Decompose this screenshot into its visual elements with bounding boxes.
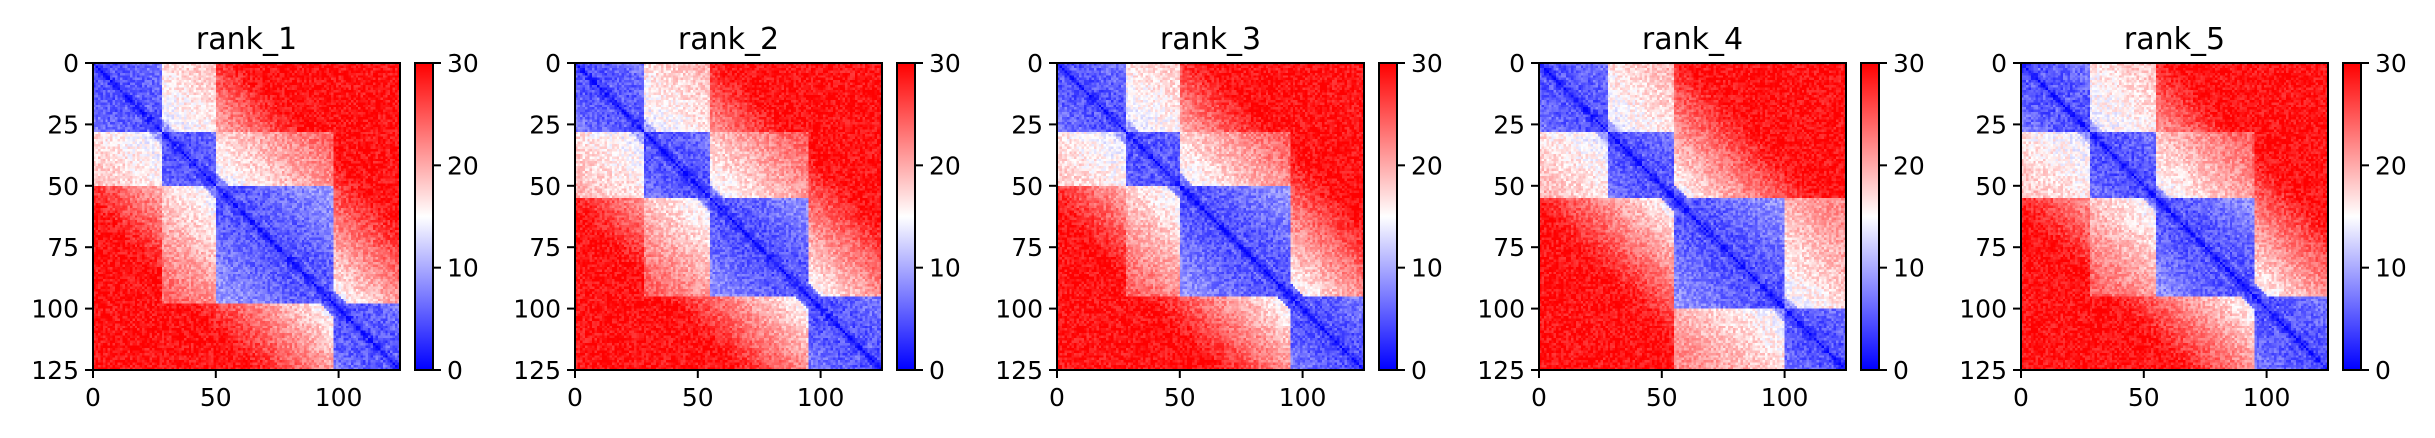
y-tick-label: 25 <box>1975 110 2007 139</box>
x-tick-label: 0 <box>567 383 583 412</box>
colorbar-tick-label: 10 <box>1411 254 1443 283</box>
y-tick-label: 25 <box>529 110 561 139</box>
y-tick-label: 25 <box>47 110 79 139</box>
heatmap-image <box>575 63 882 370</box>
y-tick-label: 100 <box>1477 295 1525 324</box>
x-tick-label: 100 <box>2243 383 2291 412</box>
heatmap-image <box>1057 63 1364 370</box>
colorbar-tick-label: 10 <box>447 254 479 283</box>
y-tick-label: 100 <box>513 295 561 324</box>
colorbar-tick-label: 10 <box>1893 254 1925 283</box>
x-tick-label: 100 <box>1279 383 1327 412</box>
colorbar-tick-label: 0 <box>1411 356 1427 385</box>
heatmap-image <box>2021 63 2328 370</box>
y-tick-label: 0 <box>1991 49 2007 78</box>
x-tick-label: 50 <box>682 383 714 412</box>
colorbar-tick-label: 20 <box>2375 151 2407 180</box>
x-tick-label: 50 <box>200 383 232 412</box>
x-tick-label: 50 <box>1646 383 1678 412</box>
colorbar-frame <box>1860 62 1880 371</box>
x-tick-label: 50 <box>1164 383 1196 412</box>
colorbar-frame <box>1378 62 1398 371</box>
heatmap-frame <box>574 62 883 371</box>
heatmap-image <box>1539 63 1846 370</box>
y-tick-label: 100 <box>1959 295 2007 324</box>
y-tick-label: 25 <box>1011 110 1043 139</box>
colorbar-tick-label: 30 <box>929 49 961 78</box>
colorbar-frame <box>414 62 434 371</box>
colorbar-tick-label: 30 <box>1411 49 1443 78</box>
chart-title: rank_5 <box>2124 22 2225 57</box>
y-tick-label: 125 <box>1477 356 1525 385</box>
colorbar-frame <box>896 62 916 371</box>
chart-title: rank_2 <box>678 22 779 57</box>
x-tick-label: 50 <box>2128 383 2160 412</box>
y-tick-label: 100 <box>995 295 1043 324</box>
y-tick-label: 50 <box>529 172 561 201</box>
chart-title: rank_4 <box>1642 22 1743 57</box>
y-tick-label: 50 <box>1975 172 2007 201</box>
x-tick-label: 0 <box>85 383 101 412</box>
colorbar-tick-label: 20 <box>1411 151 1443 180</box>
x-tick-label: 0 <box>1531 383 1547 412</box>
y-tick-label: 100 <box>31 295 79 324</box>
heatmap-frame <box>1538 62 1847 371</box>
heatmap-frame <box>2020 62 2329 371</box>
heatmap-frame <box>92 62 401 371</box>
y-tick-label: 75 <box>1011 233 1043 262</box>
colorbar-tick-label: 20 <box>929 151 961 180</box>
y-tick-label: 125 <box>995 356 1043 385</box>
colorbar-tick-label: 0 <box>447 356 463 385</box>
y-tick-label: 75 <box>1975 233 2007 262</box>
colorbar-tick-label: 0 <box>2375 356 2391 385</box>
colorbar-frame <box>2342 62 2362 371</box>
chart-title: rank_1 <box>196 22 297 57</box>
colorbar-tick-label: 10 <box>929 254 961 283</box>
colorbar <box>415 63 433 370</box>
x-tick-label: 0 <box>2013 383 2029 412</box>
y-tick-label: 0 <box>1509 49 1525 78</box>
y-tick-label: 25 <box>1493 110 1525 139</box>
y-tick-label: 0 <box>63 49 79 78</box>
heatmap-image <box>93 63 400 370</box>
colorbar <box>897 63 915 370</box>
chart-title: rank_3 <box>1160 22 1261 57</box>
y-tick-label: 50 <box>1011 172 1043 201</box>
colorbar-tick-label: 10 <box>2375 254 2407 283</box>
colorbar <box>2343 63 2361 370</box>
y-tick-label: 125 <box>31 356 79 385</box>
colorbar-tick-label: 30 <box>1893 49 1925 78</box>
y-tick-label: 75 <box>1493 233 1525 262</box>
colorbar-tick-label: 30 <box>447 49 479 78</box>
y-tick-label: 125 <box>1959 356 2007 385</box>
colorbar-tick-label: 0 <box>929 356 945 385</box>
colorbar-tick-label: 20 <box>447 151 479 180</box>
y-tick-label: 125 <box>513 356 561 385</box>
x-tick-label: 100 <box>315 383 363 412</box>
x-tick-label: 100 <box>1761 383 1809 412</box>
x-tick-label: 0 <box>1049 383 1065 412</box>
y-tick-label: 50 <box>47 172 79 201</box>
y-tick-label: 50 <box>1493 172 1525 201</box>
colorbar-tick-label: 0 <box>1893 356 1909 385</box>
y-tick-label: 0 <box>1027 49 1043 78</box>
x-tick-label: 100 <box>797 383 845 412</box>
y-tick-label: 75 <box>529 233 561 262</box>
heatmap-frame <box>1056 62 1365 371</box>
colorbar-tick-label: 20 <box>1893 151 1925 180</box>
colorbar <box>1861 63 1879 370</box>
colorbar <box>1379 63 1397 370</box>
colorbar-tick-label: 30 <box>2375 49 2407 78</box>
y-tick-label: 75 <box>47 233 79 262</box>
y-tick-label: 0 <box>545 49 561 78</box>
